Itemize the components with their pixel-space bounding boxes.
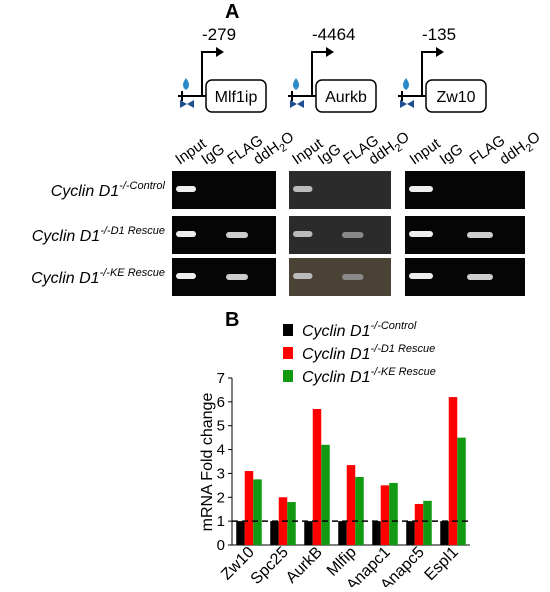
gel-band <box>176 186 196 192</box>
bar <box>440 521 449 545</box>
tf-drop <box>183 78 189 90</box>
lane-label: Input <box>407 135 445 169</box>
gel-band <box>176 273 196 279</box>
bar <box>414 503 424 545</box>
arrow-head <box>436 47 444 57</box>
tf-drop <box>403 78 409 90</box>
y-tick-label: 1 <box>217 513 225 530</box>
panel-label: B <box>225 309 239 331</box>
condition-superscript: -/-Control <box>119 180 165 192</box>
condition-name: Cyclin D1 <box>302 346 370 363</box>
y-tick-label: 0 <box>217 537 225 554</box>
gel-band <box>293 186 313 192</box>
gene-box <box>315 79 377 113</box>
legend-swatch <box>283 324 293 336</box>
y-tick-label: 2 <box>217 489 225 506</box>
x-tick-label: AurkB <box>283 544 326 587</box>
condition-name: Cyclin D1 <box>31 270 99 287</box>
bar <box>253 479 262 545</box>
tss-arrow <box>421 51 436 96</box>
gel-band <box>409 273 433 279</box>
gel-band <box>467 274 493 280</box>
gene-label: Mlf1ip <box>215 89 258 106</box>
y-tick-label: 7 <box>217 370 225 387</box>
lane-label: ddH2O <box>497 128 546 170</box>
condition-name: Cyclin D1 <box>302 323 370 340</box>
gel-band <box>409 186 433 192</box>
bar <box>457 437 466 545</box>
gel-band <box>342 232 364 238</box>
lane-sub: 2 <box>524 142 536 155</box>
bar <box>236 521 245 545</box>
condition-superscript: -/-KE Rescue <box>370 366 435 378</box>
tf-drop <box>293 78 299 90</box>
bar <box>270 521 279 545</box>
condition-name: Cyclin D1 <box>302 369 370 386</box>
bar <box>355 477 364 545</box>
arrow-head <box>326 47 334 57</box>
condition-label: Cyclin D1-/-Control <box>302 320 417 340</box>
promoter-position: -279 <box>202 25 236 44</box>
y-axis-title: mRNA Fold change <box>199 393 216 532</box>
gel-band <box>467 232 493 238</box>
condition-label: Cyclin D1-/-D1 Rescue <box>32 225 165 245</box>
bar <box>389 482 398 545</box>
bowtie <box>290 100 304 108</box>
arrow-head <box>216 47 224 57</box>
y-tick-label: 4 <box>217 442 225 459</box>
bar <box>372 521 381 545</box>
condition-name: Cyclin D1 <box>32 228 100 245</box>
bar <box>338 521 347 545</box>
panel-label: A <box>225 1 239 23</box>
gene-label: Aurkb <box>325 89 367 106</box>
x-tick-label: Espl1 <box>422 544 462 584</box>
condition-name: Cyclin D1 <box>51 183 119 200</box>
tss-arrow <box>201 51 216 96</box>
bar <box>406 521 415 545</box>
bar <box>287 502 296 545</box>
gel-band <box>176 231 196 237</box>
bowtie <box>400 100 414 108</box>
gel-band <box>226 232 248 238</box>
bowtie <box>180 100 194 108</box>
condition-label: Cyclin D1-/-D1 Rescue <box>302 343 435 363</box>
bar <box>321 444 330 545</box>
condition-label: Cyclin D1-/-KE Rescue <box>31 267 165 287</box>
condition-superscript: -/-D1 Rescue <box>100 225 165 237</box>
condition-label: Cyclin D1-/-KE Rescue <box>302 366 436 386</box>
y-tick-label: 3 <box>217 465 225 482</box>
bar <box>244 471 254 545</box>
condition-label: Cyclin D1-/-Control <box>51 180 166 200</box>
lane-label: IgG <box>437 140 467 168</box>
gel-band <box>226 274 248 280</box>
bar <box>423 500 432 545</box>
y-tick-label: 5 <box>217 418 225 435</box>
gel-band <box>293 231 313 237</box>
condition-superscript: -/-KE Rescue <box>100 267 165 279</box>
gene-box <box>205 79 267 113</box>
condition-superscript: -/-D1 Rescue <box>370 343 435 355</box>
bar <box>448 397 458 545</box>
condition-superscript: -/-Control <box>370 320 416 332</box>
gene-label: Zw10 <box>436 89 475 106</box>
legend-swatch <box>283 370 293 382</box>
lane-sub: 2 <box>393 142 405 155</box>
gel-band <box>409 231 433 237</box>
legend-swatch <box>283 347 293 359</box>
bar <box>304 521 313 545</box>
y-tick-label: 6 <box>217 394 225 411</box>
promoter-position: -4464 <box>312 25 355 44</box>
tss-arrow <box>311 51 326 96</box>
bar <box>312 409 322 545</box>
gel-band <box>342 274 364 280</box>
bar <box>346 465 356 545</box>
promoter-position: -135 <box>422 25 456 44</box>
bar <box>380 485 390 545</box>
gene-box <box>425 79 487 113</box>
lane-sub: 2 <box>277 142 289 155</box>
gel-band <box>293 273 313 279</box>
x-tick-label: Spc25 <box>248 544 292 587</box>
